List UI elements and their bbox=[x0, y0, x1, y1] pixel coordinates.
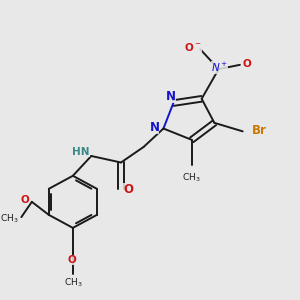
Text: CH$_3$: CH$_3$ bbox=[182, 172, 201, 184]
Text: Br: Br bbox=[252, 124, 267, 137]
Text: O$^-$: O$^-$ bbox=[184, 41, 202, 53]
Text: N: N bbox=[149, 121, 159, 134]
Text: $N^+$: $N^+$ bbox=[211, 61, 228, 74]
Text: HN: HN bbox=[72, 147, 90, 157]
Text: CH$_3$: CH$_3$ bbox=[64, 277, 82, 289]
Text: O: O bbox=[67, 255, 76, 265]
Text: O: O bbox=[20, 195, 29, 206]
Text: N: N bbox=[166, 90, 176, 103]
Text: CH$_3$: CH$_3$ bbox=[1, 212, 19, 225]
Text: O: O bbox=[243, 59, 251, 69]
Text: O: O bbox=[123, 183, 133, 196]
